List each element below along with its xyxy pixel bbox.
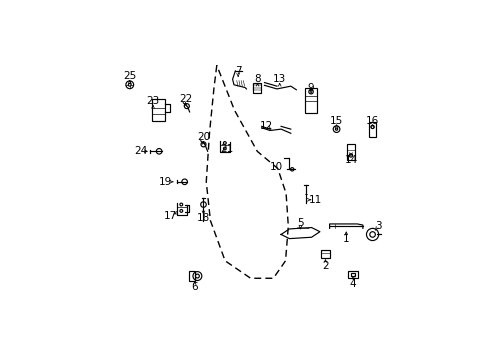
Bar [305, 88, 317, 113]
Bar [188, 271, 195, 281]
Bar [151, 99, 164, 121]
Text: 2: 2 [322, 261, 328, 271]
Text: 12: 12 [260, 121, 273, 131]
Text: 16: 16 [365, 116, 378, 126]
Text: 6: 6 [191, 282, 198, 292]
Text: 24: 24 [134, 146, 147, 156]
Text: 14: 14 [344, 155, 357, 165]
Bar [321, 250, 329, 258]
Bar [346, 144, 354, 160]
Text: 11: 11 [308, 195, 322, 205]
Bar [347, 271, 357, 278]
Text: 9: 9 [307, 82, 314, 93]
Text: 1: 1 [342, 234, 349, 244]
Text: 18: 18 [197, 213, 210, 223]
Text: 5: 5 [297, 219, 303, 228]
Text: 10: 10 [269, 162, 283, 172]
Bar [350, 273, 355, 276]
Text: 25: 25 [123, 72, 136, 81]
Text: 22: 22 [179, 94, 192, 104]
Text: 8: 8 [254, 74, 260, 84]
Text: 17: 17 [163, 211, 177, 221]
Bar [368, 122, 376, 137]
Bar [253, 82, 261, 93]
Text: 20: 20 [197, 132, 210, 143]
Text: 7: 7 [234, 66, 241, 76]
Text: 15: 15 [329, 116, 343, 126]
Text: 21: 21 [220, 144, 233, 154]
Text: 3: 3 [374, 221, 381, 231]
Text: 4: 4 [349, 279, 356, 289]
Text: 23: 23 [146, 96, 160, 107]
Text: 19: 19 [158, 177, 171, 187]
Text: 13: 13 [272, 74, 286, 84]
